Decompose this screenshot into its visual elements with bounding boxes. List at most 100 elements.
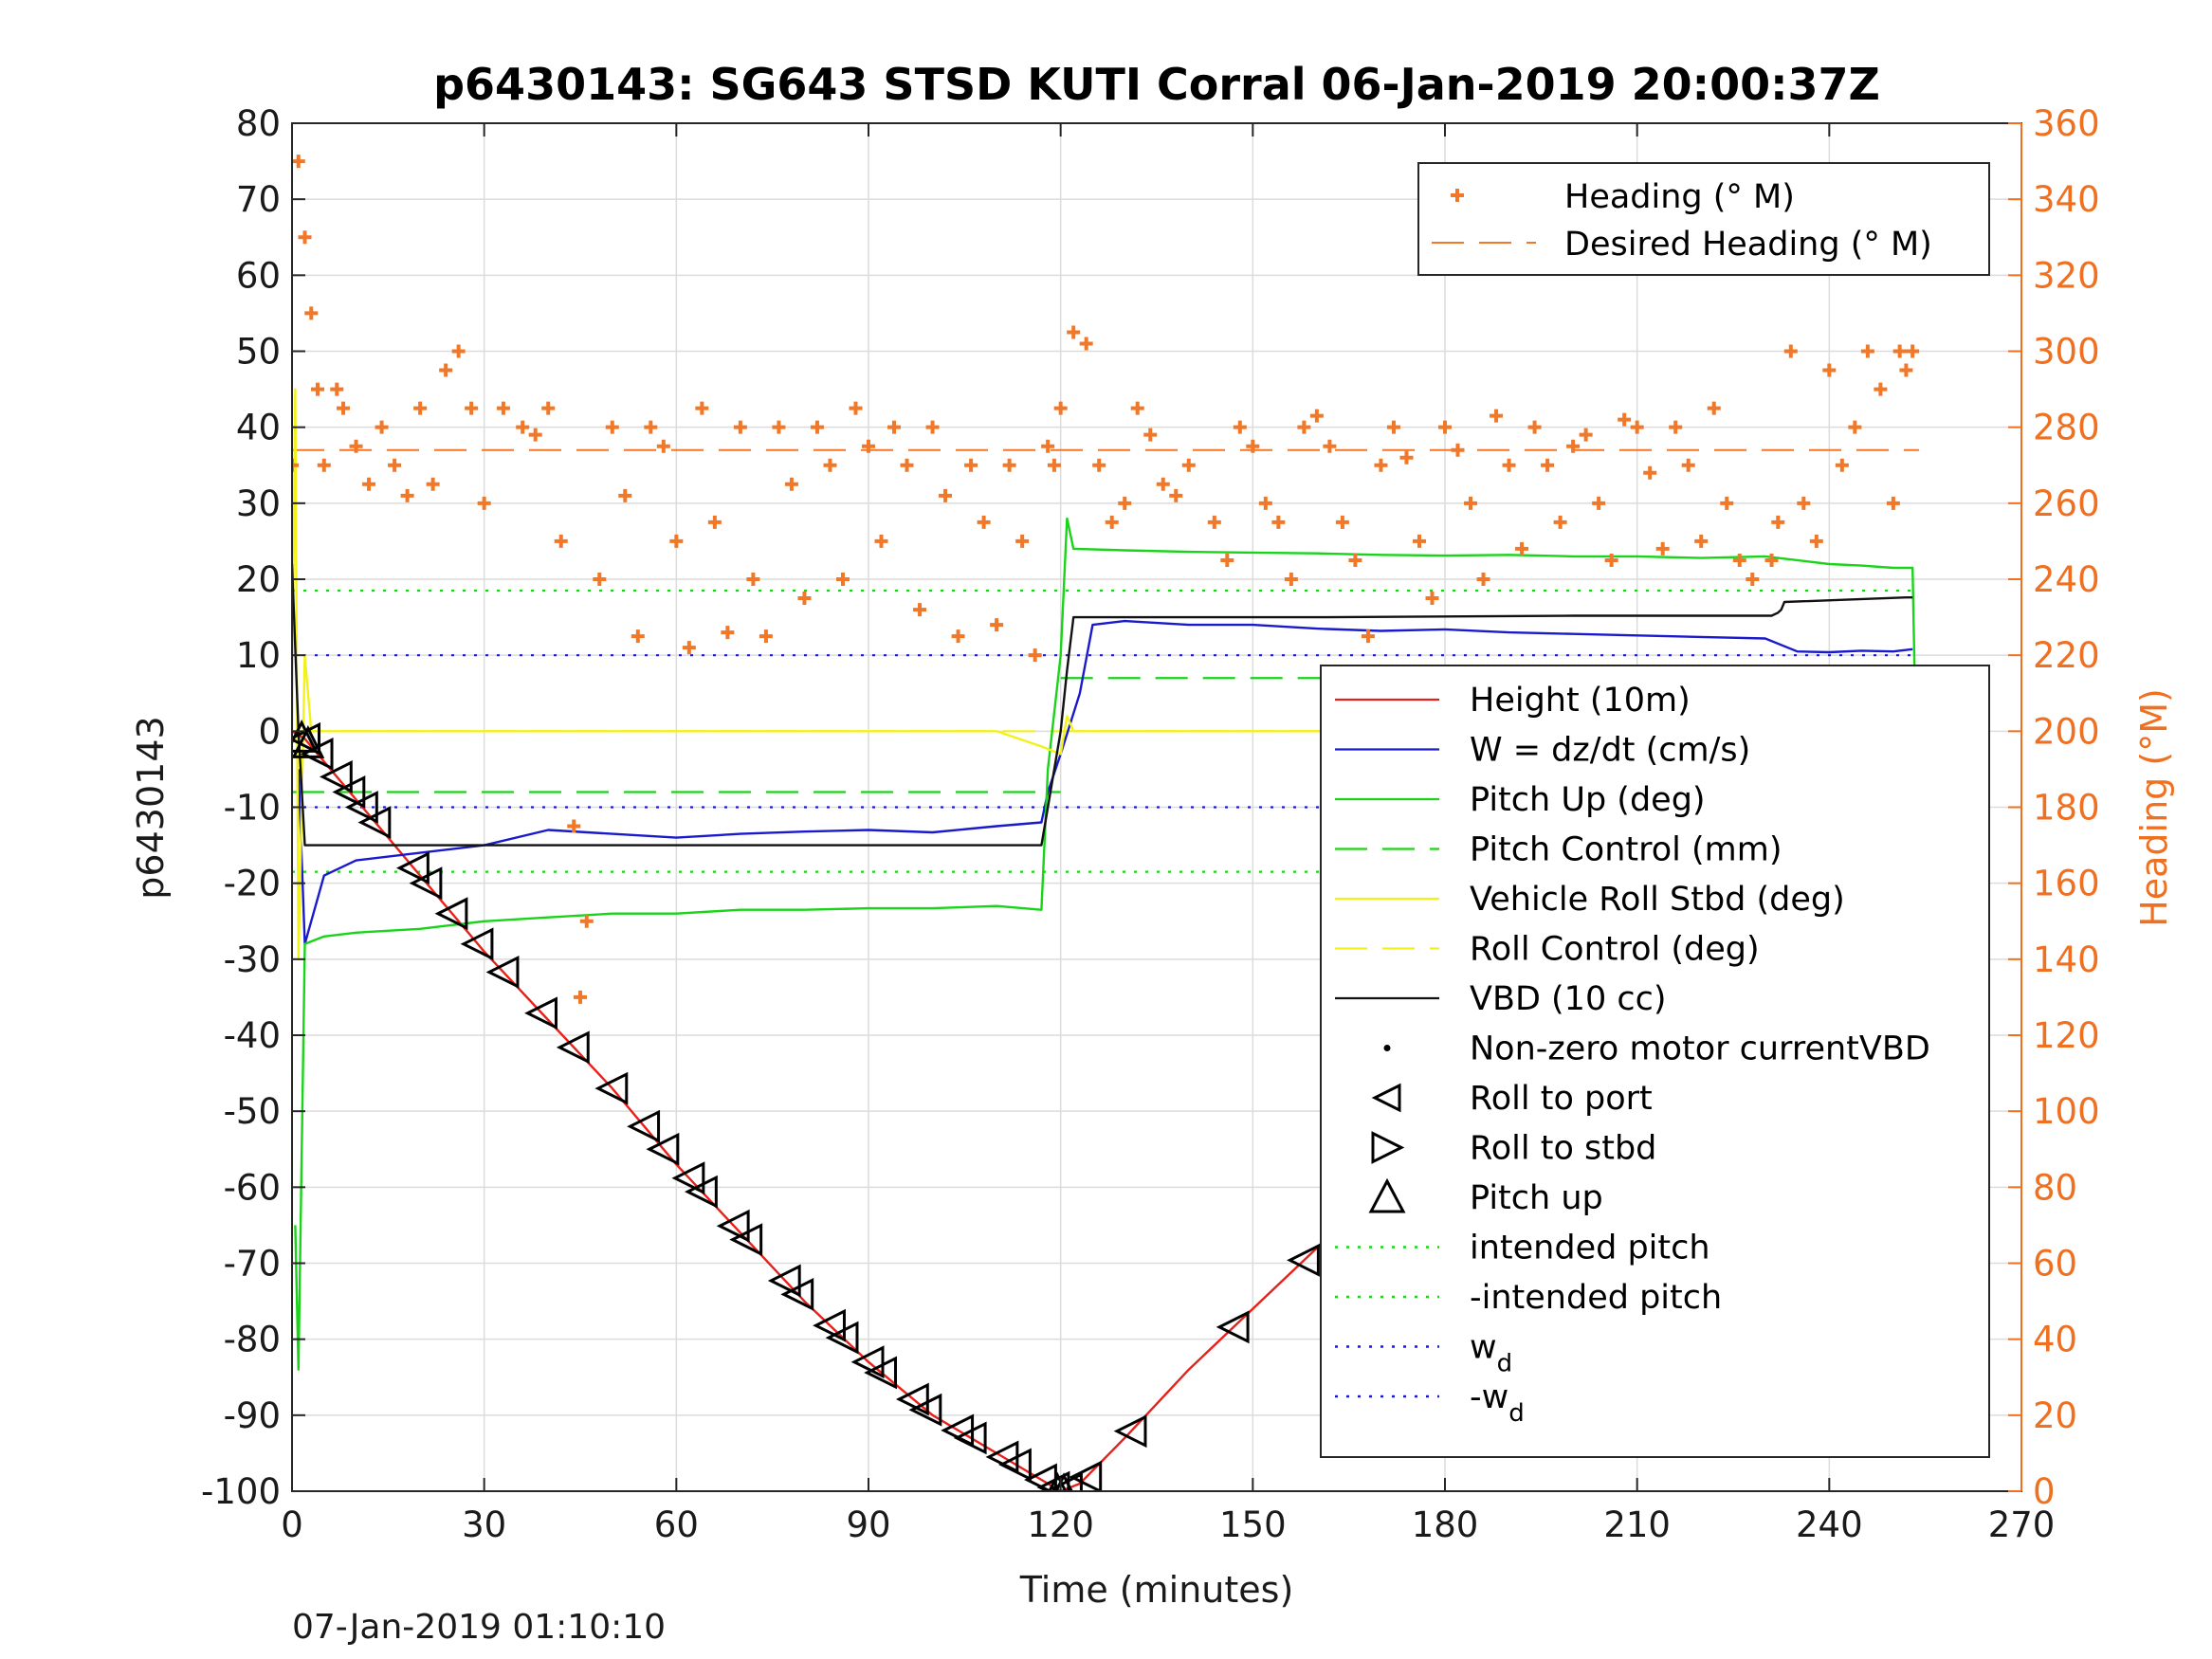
y-tick-label-16: -80 bbox=[224, 1320, 281, 1360]
heading-point bbox=[1464, 496, 1478, 510]
roll-port-marker bbox=[1069, 1460, 1103, 1491]
heading-point bbox=[1643, 465, 1657, 480]
legend-main: Height (10m) W = dz/dt (cm/s) Pitch Up (de… bbox=[1320, 665, 1990, 1458]
heading-point bbox=[887, 420, 902, 434]
heading-point bbox=[1233, 420, 1247, 434]
heading-point bbox=[317, 458, 331, 472]
y-tick-label-9: -10 bbox=[224, 788, 281, 829]
heading-point bbox=[1297, 420, 1311, 434]
heading-point bbox=[631, 629, 645, 644]
roll-port-marker bbox=[908, 1393, 942, 1427]
heading-point bbox=[1079, 337, 1093, 351]
heading-point bbox=[1092, 458, 1106, 472]
x-tick-label-9: 270 bbox=[1988, 1504, 2056, 1545]
heading-point bbox=[644, 420, 658, 434]
x-tick-label-4: 120 bbox=[1027, 1504, 1094, 1545]
y-right-tick-label-0: 360 bbox=[2033, 103, 2100, 144]
heading-point bbox=[1015, 534, 1030, 548]
roll-port-marker bbox=[594, 1071, 629, 1105]
heading-point bbox=[1323, 439, 1337, 453]
roll-port-marker bbox=[895, 1382, 929, 1416]
heading-point bbox=[656, 439, 670, 453]
heading-point bbox=[772, 420, 786, 434]
x-tick-label-6: 180 bbox=[1412, 1504, 1479, 1545]
y-right-tick-label-7: 220 bbox=[2033, 635, 2100, 676]
heading-point bbox=[496, 401, 510, 415]
heading-point bbox=[1386, 420, 1400, 434]
heading-point bbox=[951, 629, 965, 644]
axis-ticks: 0 30 60 90 120 150 180 210 240 270 80 70 60 50 40 30 20 1… bbox=[201, 103, 2100, 1545]
heading-point bbox=[477, 496, 491, 510]
heading-point bbox=[567, 819, 581, 833]
heading-point bbox=[1892, 344, 1907, 358]
heading-point bbox=[330, 382, 344, 396]
heading-point bbox=[874, 534, 888, 548]
heading-point bbox=[400, 488, 414, 502]
heading-point bbox=[1476, 573, 1490, 586]
y-tick-label-4: 40 bbox=[236, 408, 281, 448]
heading-point bbox=[1886, 496, 1900, 510]
y-tick-label-3: 50 bbox=[236, 332, 281, 373]
legend-label-w-dz-dt-cm-s: W = dz/dt (cm/s) bbox=[1470, 732, 1750, 770]
y-tick-label-1: 70 bbox=[236, 179, 281, 220]
legend-label-vbd-10-cc: VBD (10 cc) bbox=[1470, 980, 1667, 1018]
heading-point bbox=[554, 534, 568, 548]
heading-point bbox=[1541, 458, 1555, 472]
heading-point bbox=[618, 488, 632, 502]
heading-point bbox=[1899, 363, 1913, 377]
heading-point bbox=[413, 401, 428, 415]
roll-port-marker bbox=[864, 1356, 898, 1390]
y-tick-label-2: 60 bbox=[236, 255, 281, 296]
heading-point bbox=[541, 401, 556, 415]
heading-point bbox=[1515, 541, 1529, 556]
heading-point bbox=[528, 428, 542, 442]
legend-label-pitch-up: Pitch up bbox=[1470, 1179, 1603, 1217]
y-right-tick-label-11: 140 bbox=[2033, 939, 2100, 980]
heading-point bbox=[1809, 534, 1823, 548]
heading-point bbox=[1130, 401, 1144, 415]
legend-label-pitch-up-deg: Pitch Up (deg) bbox=[1470, 781, 1706, 819]
x-axis-label: Time (minutes) bbox=[1019, 1569, 1294, 1611]
heading-point bbox=[1604, 553, 1618, 567]
heading-point bbox=[1181, 458, 1196, 472]
heading-point bbox=[1067, 325, 1081, 339]
heading-point bbox=[849, 401, 863, 415]
heading-point bbox=[337, 401, 351, 415]
legend-label-non-zero-motor-currentvbd: Non-zero motor currentVBD bbox=[1470, 1030, 1930, 1068]
heading-point bbox=[1412, 534, 1426, 548]
legend-label-roll-control-deg: Roll Control (deg) bbox=[1470, 931, 1760, 969]
y-right-tick-label-18: 0 bbox=[2033, 1471, 2056, 1512]
roll-port-marker bbox=[767, 1264, 801, 1298]
y-tick-label-17: -90 bbox=[224, 1395, 281, 1436]
y-tick-label-10: -20 bbox=[224, 864, 281, 904]
heading-point bbox=[1258, 496, 1272, 510]
heading-point bbox=[605, 420, 619, 434]
chart-title: p6430143: SG643 STSD KUTI Corral 06-Jan-… bbox=[433, 59, 1880, 110]
heading-point bbox=[1720, 496, 1734, 510]
roll-port-marker bbox=[1287, 1243, 1320, 1277]
legend-label-pitch-control-mm: Pitch Control (mm) bbox=[1470, 831, 1782, 869]
y-right-tick-label-15: 60 bbox=[2033, 1244, 2077, 1285]
heading-point bbox=[977, 515, 991, 529]
heading-point bbox=[1246, 439, 1260, 453]
legend-swatch-non-zero-motor-currentvbd bbox=[1383, 1045, 1391, 1051]
legend-heading-swatch bbox=[1451, 189, 1464, 202]
x-tick-label-2: 60 bbox=[654, 1504, 699, 1545]
heading-point bbox=[1309, 409, 1324, 423]
y-tick-label-5: 30 bbox=[236, 483, 281, 524]
x-tick-label-1: 30 bbox=[462, 1504, 506, 1545]
roll-port-marker bbox=[524, 996, 558, 1030]
heading-point bbox=[1783, 344, 1798, 358]
y-axis-right-label: Heading (°M) bbox=[2133, 688, 2175, 927]
heading-point bbox=[1630, 420, 1644, 434]
heading-point bbox=[1502, 458, 1516, 472]
y-right-tick-label-12: 120 bbox=[2033, 1015, 2100, 1056]
heading-point bbox=[913, 603, 927, 617]
heading-point bbox=[1156, 477, 1170, 491]
heading-point bbox=[1284, 573, 1298, 586]
heading-point bbox=[1797, 496, 1811, 510]
roll-port-marker bbox=[685, 1175, 718, 1209]
heading-point bbox=[579, 914, 594, 928]
roll-port-marker bbox=[998, 1448, 1032, 1482]
heading-point bbox=[695, 401, 709, 415]
